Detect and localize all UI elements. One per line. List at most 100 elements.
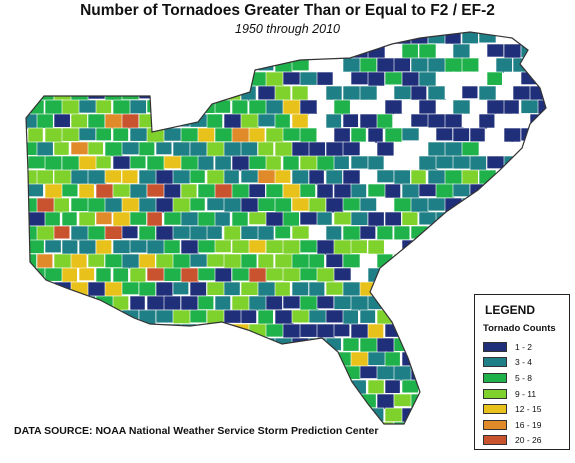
county-cell bbox=[181, 436, 198, 451]
county-cell bbox=[206, 337, 226, 353]
county-cell bbox=[547, 86, 564, 100]
county-cell bbox=[87, 281, 107, 297]
county-cell bbox=[28, 436, 44, 449]
county-cell bbox=[240, 393, 260, 410]
county-cell bbox=[61, 127, 81, 142]
county-cell bbox=[308, 113, 328, 130]
county-cell bbox=[291, 113, 309, 129]
county-cell bbox=[95, 183, 114, 200]
county-cell bbox=[26, 85, 38, 102]
county-cell bbox=[180, 351, 199, 368]
county-cell bbox=[308, 309, 327, 324]
county-cell bbox=[342, 169, 362, 185]
county-cell bbox=[44, 239, 62, 254]
county-cell bbox=[376, 169, 395, 183]
county-cell bbox=[316, 155, 336, 172]
county-cell bbox=[452, 407, 470, 423]
county-cell bbox=[164, 436, 182, 451]
county-cell bbox=[393, 197, 413, 212]
county-cell bbox=[121, 365, 141, 382]
county-cell bbox=[333, 351, 352, 368]
county-cell bbox=[342, 281, 362, 297]
county-cell bbox=[444, 225, 462, 241]
county-cell bbox=[26, 365, 39, 381]
county-cell bbox=[359, 113, 379, 129]
county-cell bbox=[231, 127, 252, 144]
legend-label: 20 - 26 bbox=[515, 435, 542, 446]
county-cell bbox=[180, 407, 199, 422]
legend-item: 3 - 4 bbox=[483, 355, 541, 371]
county-cell bbox=[189, 309, 208, 324]
county-cell bbox=[44, 407, 64, 423]
county-cell bbox=[214, 351, 233, 367]
county-cell bbox=[367, 267, 385, 283]
county-cell bbox=[384, 323, 402, 338]
county-cell bbox=[95, 99, 112, 114]
county-cell bbox=[461, 253, 482, 269]
county-cell bbox=[564, 58, 575, 73]
county-cell bbox=[376, 253, 394, 269]
county-cell bbox=[78, 323, 97, 339]
county-cell bbox=[27, 211, 47, 227]
county-cell bbox=[350, 211, 369, 226]
county-cell bbox=[418, 407, 437, 421]
legend-title: LEGEND bbox=[485, 303, 536, 317]
county-cell bbox=[206, 197, 225, 211]
county-cell bbox=[155, 141, 173, 155]
county-cell bbox=[452, 43, 471, 59]
county-cell bbox=[282, 407, 302, 423]
county-cell bbox=[104, 113, 123, 130]
county-cell bbox=[95, 211, 113, 225]
county-cell bbox=[427, 309, 447, 325]
county-cell bbox=[248, 295, 268, 312]
county-cell bbox=[427, 197, 447, 212]
county-cell bbox=[316, 407, 333, 421]
county-cell bbox=[495, 169, 515, 186]
county-cell bbox=[367, 379, 385, 394]
county-cell bbox=[61, 407, 78, 422]
county-cell bbox=[112, 323, 132, 340]
county-cell bbox=[393, 85, 413, 100]
county-cell bbox=[214, 323, 235, 338]
county-cell bbox=[427, 281, 447, 298]
county-cell bbox=[325, 85, 343, 102]
county-cell bbox=[316, 267, 336, 283]
county-cell bbox=[112, 71, 132, 86]
county-cell bbox=[512, 197, 533, 212]
county-cell bbox=[180, 43, 199, 59]
county-cell bbox=[410, 225, 429, 240]
county-cell bbox=[147, 436, 165, 449]
county-cell bbox=[265, 155, 282, 172]
county-cell bbox=[393, 253, 413, 269]
county-cell bbox=[189, 393, 209, 408]
county-cell bbox=[61, 239, 79, 255]
county-cell bbox=[461, 57, 480, 73]
county-cell bbox=[104, 281, 123, 298]
county-cell bbox=[112, 267, 129, 283]
county-cell bbox=[146, 295, 166, 311]
county-cell bbox=[104, 393, 123, 409]
county-cell bbox=[486, 183, 504, 198]
county-cell bbox=[53, 57, 74, 71]
county-cell bbox=[163, 379, 183, 395]
legend-label: 5 - 8 bbox=[515, 372, 533, 383]
county-cell bbox=[44, 155, 63, 171]
county-cell bbox=[444, 113, 465, 129]
county-cell bbox=[146, 71, 164, 85]
county-cell bbox=[503, 43, 522, 59]
county-cell bbox=[95, 155, 112, 169]
county-cell bbox=[180, 239, 200, 255]
county-cell bbox=[138, 113, 157, 129]
county-cell bbox=[529, 197, 546, 214]
county-cell bbox=[231, 379, 249, 394]
county-cell bbox=[495, 113, 516, 129]
county-cell bbox=[359, 85, 379, 102]
county-cell bbox=[376, 365, 395, 380]
county-cell bbox=[78, 379, 97, 395]
county-cell bbox=[172, 57, 190, 73]
county-cell bbox=[53, 141, 70, 156]
county-cell bbox=[350, 267, 370, 284]
county-cell bbox=[274, 85, 291, 102]
county-cell bbox=[189, 169, 206, 184]
county-cell bbox=[529, 141, 546, 155]
